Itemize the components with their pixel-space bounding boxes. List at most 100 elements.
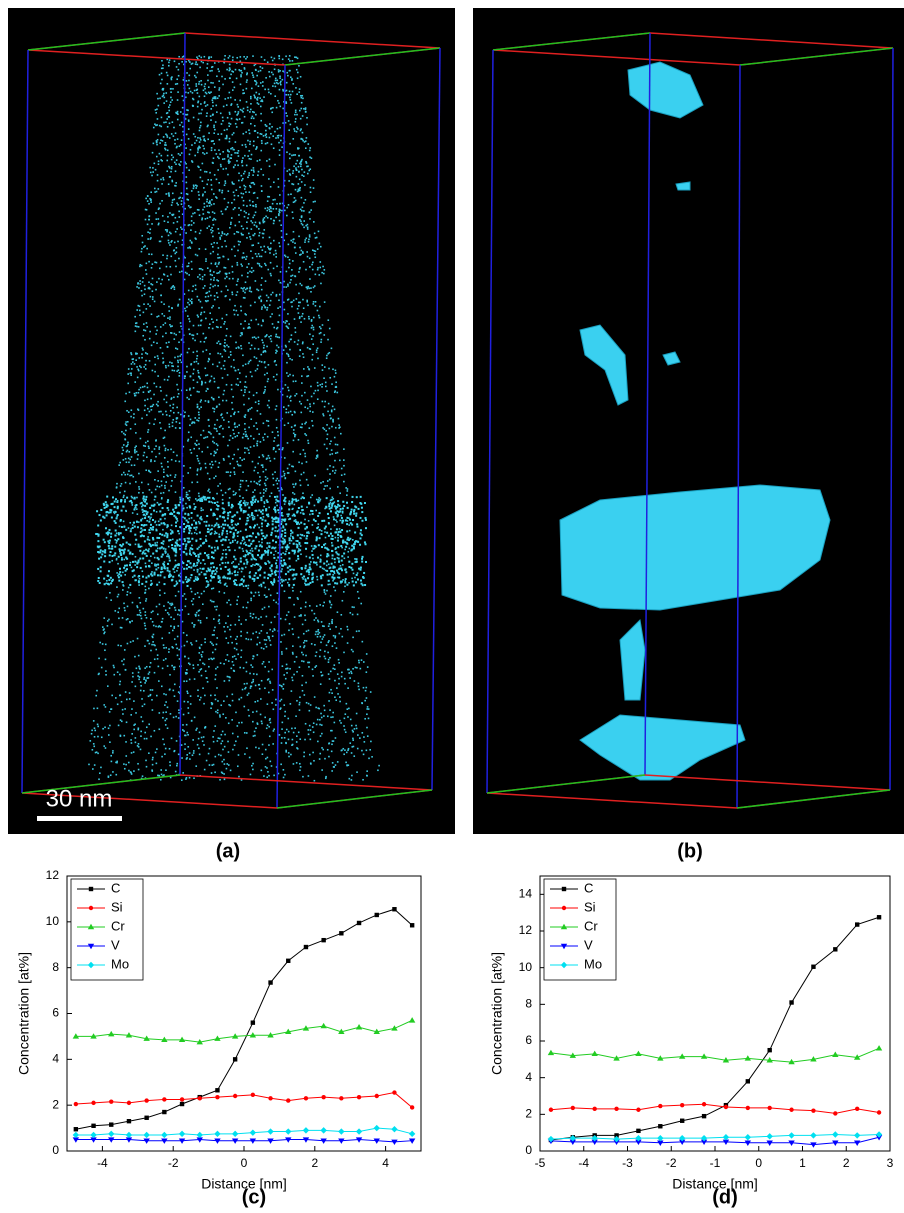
atom xyxy=(335,512,337,514)
atom xyxy=(190,588,192,590)
atom xyxy=(248,585,250,587)
atom xyxy=(242,365,244,367)
atom xyxy=(341,560,343,562)
atom xyxy=(175,491,177,493)
atom xyxy=(320,328,322,330)
atom xyxy=(157,574,159,576)
atom xyxy=(191,160,193,162)
atom xyxy=(259,97,261,99)
atom xyxy=(199,408,201,410)
atom xyxy=(281,568,283,570)
atom xyxy=(312,573,314,575)
atom xyxy=(140,387,142,389)
atom xyxy=(215,452,217,454)
atom xyxy=(250,220,252,222)
atom xyxy=(228,122,230,124)
atom xyxy=(199,96,201,98)
atom xyxy=(200,668,202,670)
atom xyxy=(234,164,236,166)
atom xyxy=(232,541,234,543)
atom xyxy=(314,201,316,203)
atom xyxy=(210,567,212,569)
atom xyxy=(295,167,297,169)
atom xyxy=(209,492,211,494)
atom xyxy=(221,133,223,135)
atom xyxy=(186,507,188,509)
atom xyxy=(342,748,344,750)
atom xyxy=(122,589,124,591)
atom xyxy=(232,59,234,61)
atom xyxy=(138,584,140,586)
atom xyxy=(233,491,235,493)
atom xyxy=(252,217,254,219)
atom xyxy=(315,390,317,392)
atom xyxy=(230,636,232,638)
atom xyxy=(358,660,360,662)
atom xyxy=(141,418,143,420)
atom xyxy=(168,365,170,367)
atom xyxy=(304,542,306,544)
atom xyxy=(168,195,170,197)
atom xyxy=(288,180,290,182)
atom xyxy=(216,292,218,294)
atom xyxy=(216,272,218,274)
atom xyxy=(217,97,219,99)
atom xyxy=(246,79,248,81)
atom xyxy=(273,478,275,480)
atom xyxy=(279,734,281,736)
atom xyxy=(304,739,306,741)
atom xyxy=(333,635,335,637)
atom xyxy=(188,712,190,714)
atom xyxy=(312,354,314,356)
atom xyxy=(296,762,298,764)
atom xyxy=(138,287,140,289)
atom xyxy=(240,335,242,337)
atom xyxy=(254,481,256,483)
atom xyxy=(288,552,290,554)
atom xyxy=(201,312,203,314)
atom xyxy=(300,766,302,768)
atom xyxy=(305,199,307,201)
atom xyxy=(237,314,239,316)
atom xyxy=(193,520,195,522)
atom xyxy=(246,81,248,83)
atom xyxy=(291,269,293,271)
atom xyxy=(207,388,209,390)
atom xyxy=(353,607,355,609)
atom xyxy=(205,463,207,465)
atom xyxy=(148,470,150,472)
atom xyxy=(174,60,176,62)
atom xyxy=(268,507,270,509)
atom xyxy=(294,493,296,495)
atom xyxy=(170,97,172,99)
atom xyxy=(289,60,291,62)
atom xyxy=(207,211,209,213)
atom xyxy=(227,206,229,208)
atom xyxy=(177,512,179,514)
atom xyxy=(94,736,96,738)
atom xyxy=(360,668,362,670)
atom xyxy=(110,577,112,579)
atom xyxy=(275,379,277,381)
atom xyxy=(214,514,216,516)
atom xyxy=(217,280,219,282)
atom xyxy=(294,520,296,522)
atom xyxy=(232,134,234,136)
atom xyxy=(334,376,336,378)
atom xyxy=(205,382,207,384)
atom xyxy=(195,285,197,287)
atom xyxy=(343,591,345,593)
atom xyxy=(202,163,204,165)
atom xyxy=(222,117,224,119)
atom xyxy=(296,114,298,116)
atom xyxy=(314,285,316,287)
atom xyxy=(248,150,250,152)
atom xyxy=(287,387,289,389)
atom xyxy=(292,172,294,174)
atom xyxy=(186,641,188,643)
atom xyxy=(195,83,197,85)
atom xyxy=(246,72,248,74)
atom xyxy=(246,683,248,685)
atom xyxy=(242,550,244,552)
